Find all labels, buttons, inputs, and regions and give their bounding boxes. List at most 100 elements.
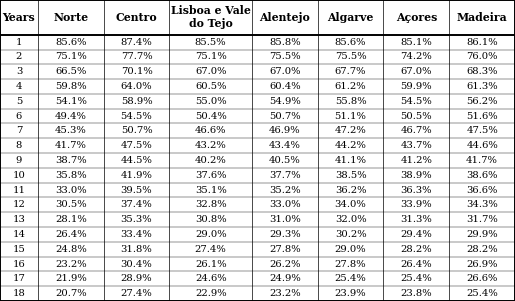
Text: 36.6%: 36.6% xyxy=(467,185,498,194)
Text: 33.9%: 33.9% xyxy=(401,200,432,209)
Text: 16: 16 xyxy=(12,259,25,268)
Text: 59.8%: 59.8% xyxy=(55,82,87,91)
Text: 61.3%: 61.3% xyxy=(466,82,498,91)
Text: 44.2%: 44.2% xyxy=(335,141,367,150)
Text: 85.8%: 85.8% xyxy=(269,38,301,47)
Text: 77.7%: 77.7% xyxy=(121,52,152,61)
Text: Norte: Norte xyxy=(53,12,89,23)
Text: 50.7%: 50.7% xyxy=(269,112,301,121)
Text: 10: 10 xyxy=(12,171,25,180)
Text: 61.2%: 61.2% xyxy=(335,82,366,91)
Text: 26.1%: 26.1% xyxy=(195,259,227,268)
Text: 66.5%: 66.5% xyxy=(55,67,87,76)
Text: 30.5%: 30.5% xyxy=(55,200,87,209)
Text: 26.2%: 26.2% xyxy=(269,259,301,268)
Text: 27.8%: 27.8% xyxy=(269,245,301,254)
Text: 59.9%: 59.9% xyxy=(401,82,432,91)
Text: 26.9%: 26.9% xyxy=(467,259,498,268)
Text: 29.9%: 29.9% xyxy=(466,230,498,239)
Text: 30.4%: 30.4% xyxy=(121,259,152,268)
Text: 55.0%: 55.0% xyxy=(195,97,227,106)
Text: 1: 1 xyxy=(15,38,22,47)
Text: 41.7%: 41.7% xyxy=(55,141,87,150)
Text: 23.2%: 23.2% xyxy=(269,289,301,298)
Text: 35.3%: 35.3% xyxy=(121,215,152,224)
Text: 86.1%: 86.1% xyxy=(466,38,498,47)
Text: 23.2%: 23.2% xyxy=(55,259,87,268)
Text: 28.2%: 28.2% xyxy=(401,245,432,254)
Text: 45.3%: 45.3% xyxy=(55,126,87,135)
Text: 25.4%: 25.4% xyxy=(335,274,367,283)
Text: 44.6%: 44.6% xyxy=(466,141,498,150)
Text: 41.7%: 41.7% xyxy=(466,156,498,165)
Text: 43.2%: 43.2% xyxy=(195,141,227,150)
Text: 85.5%: 85.5% xyxy=(195,38,227,47)
Text: Algarve: Algarve xyxy=(328,12,374,23)
Text: 15: 15 xyxy=(12,245,25,254)
Text: 7: 7 xyxy=(16,126,22,135)
Text: 13: 13 xyxy=(12,215,25,224)
Text: 37.6%: 37.6% xyxy=(195,171,227,180)
Text: 46.6%: 46.6% xyxy=(195,126,227,135)
Text: 33.4%: 33.4% xyxy=(121,230,152,239)
Text: 11: 11 xyxy=(12,185,25,194)
Text: 54.5%: 54.5% xyxy=(121,112,152,121)
Text: 41.2%: 41.2% xyxy=(400,156,432,165)
Text: 20.7%: 20.7% xyxy=(55,289,87,298)
Text: 51.6%: 51.6% xyxy=(466,112,498,121)
Text: Açores: Açores xyxy=(396,12,437,23)
Text: 60.4%: 60.4% xyxy=(269,82,301,91)
Text: 24.9%: 24.9% xyxy=(269,274,301,283)
Text: 50.5%: 50.5% xyxy=(401,112,432,121)
Text: 31.3%: 31.3% xyxy=(401,215,432,224)
Text: 8: 8 xyxy=(16,141,22,150)
Text: 32.0%: 32.0% xyxy=(335,215,366,224)
Text: 75.5%: 75.5% xyxy=(269,52,301,61)
Text: 38.6%: 38.6% xyxy=(467,171,498,180)
Text: 76.0%: 76.0% xyxy=(467,52,498,61)
Text: 38.9%: 38.9% xyxy=(401,171,432,180)
Text: 5: 5 xyxy=(16,97,22,106)
Text: 64.0%: 64.0% xyxy=(121,82,152,91)
Text: 43.4%: 43.4% xyxy=(269,141,301,150)
Text: 26.4%: 26.4% xyxy=(55,230,87,239)
Text: Years: Years xyxy=(3,12,36,23)
Text: 85.1%: 85.1% xyxy=(401,38,432,47)
Text: 41.1%: 41.1% xyxy=(335,156,367,165)
Text: 14: 14 xyxy=(12,230,25,239)
Text: 40.5%: 40.5% xyxy=(269,156,301,165)
Text: 75.5%: 75.5% xyxy=(335,52,366,61)
Text: 31.8%: 31.8% xyxy=(121,245,152,254)
Text: 35.2%: 35.2% xyxy=(269,185,301,194)
Text: 2: 2 xyxy=(16,52,22,61)
Text: 50.4%: 50.4% xyxy=(195,112,227,121)
Text: 38.5%: 38.5% xyxy=(335,171,366,180)
Text: 75.1%: 75.1% xyxy=(55,52,87,61)
Text: 6: 6 xyxy=(16,112,22,121)
Text: 47.5%: 47.5% xyxy=(121,141,152,150)
Text: 34.0%: 34.0% xyxy=(335,200,367,209)
Text: 54.5%: 54.5% xyxy=(401,97,432,106)
Text: 49.4%: 49.4% xyxy=(55,112,87,121)
Text: Lisboa e Vale
do Tejo: Lisboa e Vale do Tejo xyxy=(171,5,251,29)
Text: 4: 4 xyxy=(15,82,22,91)
Text: 27.4%: 27.4% xyxy=(121,289,152,298)
Text: 54.9%: 54.9% xyxy=(269,97,301,106)
Text: 24.8%: 24.8% xyxy=(55,245,87,254)
Text: 30.8%: 30.8% xyxy=(195,215,227,224)
Text: 30.2%: 30.2% xyxy=(335,230,366,239)
Text: 35.8%: 35.8% xyxy=(55,171,87,180)
Text: 74.2%: 74.2% xyxy=(401,52,432,61)
Text: 55.8%: 55.8% xyxy=(335,97,366,106)
Text: 9: 9 xyxy=(16,156,22,165)
Text: 36.3%: 36.3% xyxy=(401,185,432,194)
Text: 58.9%: 58.9% xyxy=(121,97,152,106)
Text: 54.1%: 54.1% xyxy=(55,97,87,106)
Text: 32.8%: 32.8% xyxy=(195,200,227,209)
Text: 17: 17 xyxy=(12,274,25,283)
Text: 29.4%: 29.4% xyxy=(401,230,432,239)
Text: 41.9%: 41.9% xyxy=(121,171,152,180)
Text: Centro: Centro xyxy=(116,12,158,23)
Text: 28.2%: 28.2% xyxy=(466,245,498,254)
Text: 67.7%: 67.7% xyxy=(335,67,366,76)
